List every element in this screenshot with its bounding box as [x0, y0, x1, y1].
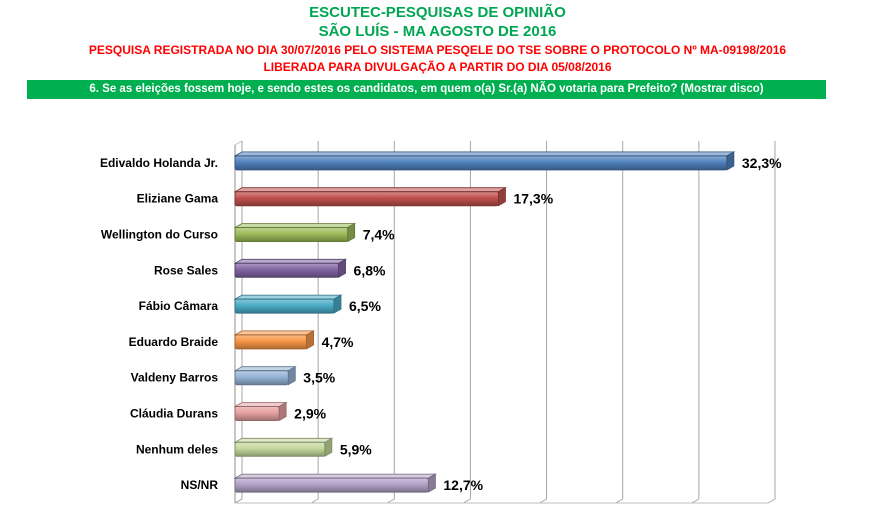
category-label: Eliziane Gama: [137, 192, 219, 206]
bar-top-face: [233, 402, 288, 407]
data-label: 7,4%: [363, 227, 395, 243]
data-label: 17,3%: [513, 191, 553, 207]
bar: [234, 334, 308, 350]
category-label: Rose Sales: [154, 263, 218, 277]
bar-top-face: [233, 330, 316, 336]
data-label: 32,3%: [742, 155, 782, 171]
gridline-floor: [387, 498, 395, 504]
gridline-floor: [539, 498, 547, 504]
data-label: 2,9%: [294, 406, 326, 422]
data-label: 6,5%: [349, 298, 381, 314]
category-label: Wellington do Curso: [101, 228, 218, 242]
bar: [234, 191, 499, 207]
gridline-floor: [234, 498, 243, 504]
gridline-floor: [463, 498, 471, 504]
bar-top-face: [233, 223, 357, 228]
bar: [234, 227, 349, 242]
release-note: LIBERADA PARA DIVULGAÇÃO A PARTIR DO DIA…: [263, 60, 612, 74]
bar-top-face: [233, 473, 437, 479]
gridline-floor: [615, 498, 623, 504]
category-label: Eduardo Braide: [129, 335, 219, 349]
bar: [234, 298, 335, 314]
category-label: Cláudia Durans: [130, 407, 218, 421]
bar: [234, 441, 326, 457]
bar: [234, 406, 280, 421]
category-label: Fábio Câmara: [139, 299, 219, 313]
bar-top-face: [233, 258, 348, 264]
bar: [234, 155, 728, 171]
chart-title: ESCUTEC-PESQUISAS DE OPINIÃO: [309, 4, 566, 21]
bar-top-face: [233, 437, 334, 443]
bar-top-face: [233, 294, 343, 300]
gridline-floor: [310, 498, 319, 504]
category-label: Nenhum deles: [136, 442, 218, 456]
bar: [234, 477, 429, 493]
data-label: 4,7%: [322, 334, 354, 350]
registration-note: PESQUISA REGISTRADA NO DIA 30/07/2016 PE…: [88, 43, 787, 57]
gridline-floor: [691, 498, 700, 504]
category-label: Edivaldo Holanda Jr.: [100, 156, 218, 170]
bar-top-face: [233, 151, 736, 157]
bar: [234, 262, 340, 278]
data-label: 6,8%: [354, 262, 386, 278]
category-label: NS/NR: [181, 478, 219, 492]
bar: [234, 370, 289, 386]
chart-subtitle: SÃO LUÍS - MA AGOSTO DE 2016: [318, 23, 557, 40]
axis-depth-top: [234, 140, 243, 146]
question-banner: 6. Se as eleições fossem hoje, e sendo e…: [27, 80, 826, 99]
bar-top-face: [233, 366, 297, 372]
data-label: 3,5%: [303, 370, 335, 386]
data-label: 5,9%: [340, 441, 372, 457]
category-label: Valdeny Barros: [131, 371, 219, 385]
data-label: 12,7%: [443, 477, 483, 493]
gridline-floor: [767, 498, 776, 504]
bar-top-face: [233, 187, 507, 193]
